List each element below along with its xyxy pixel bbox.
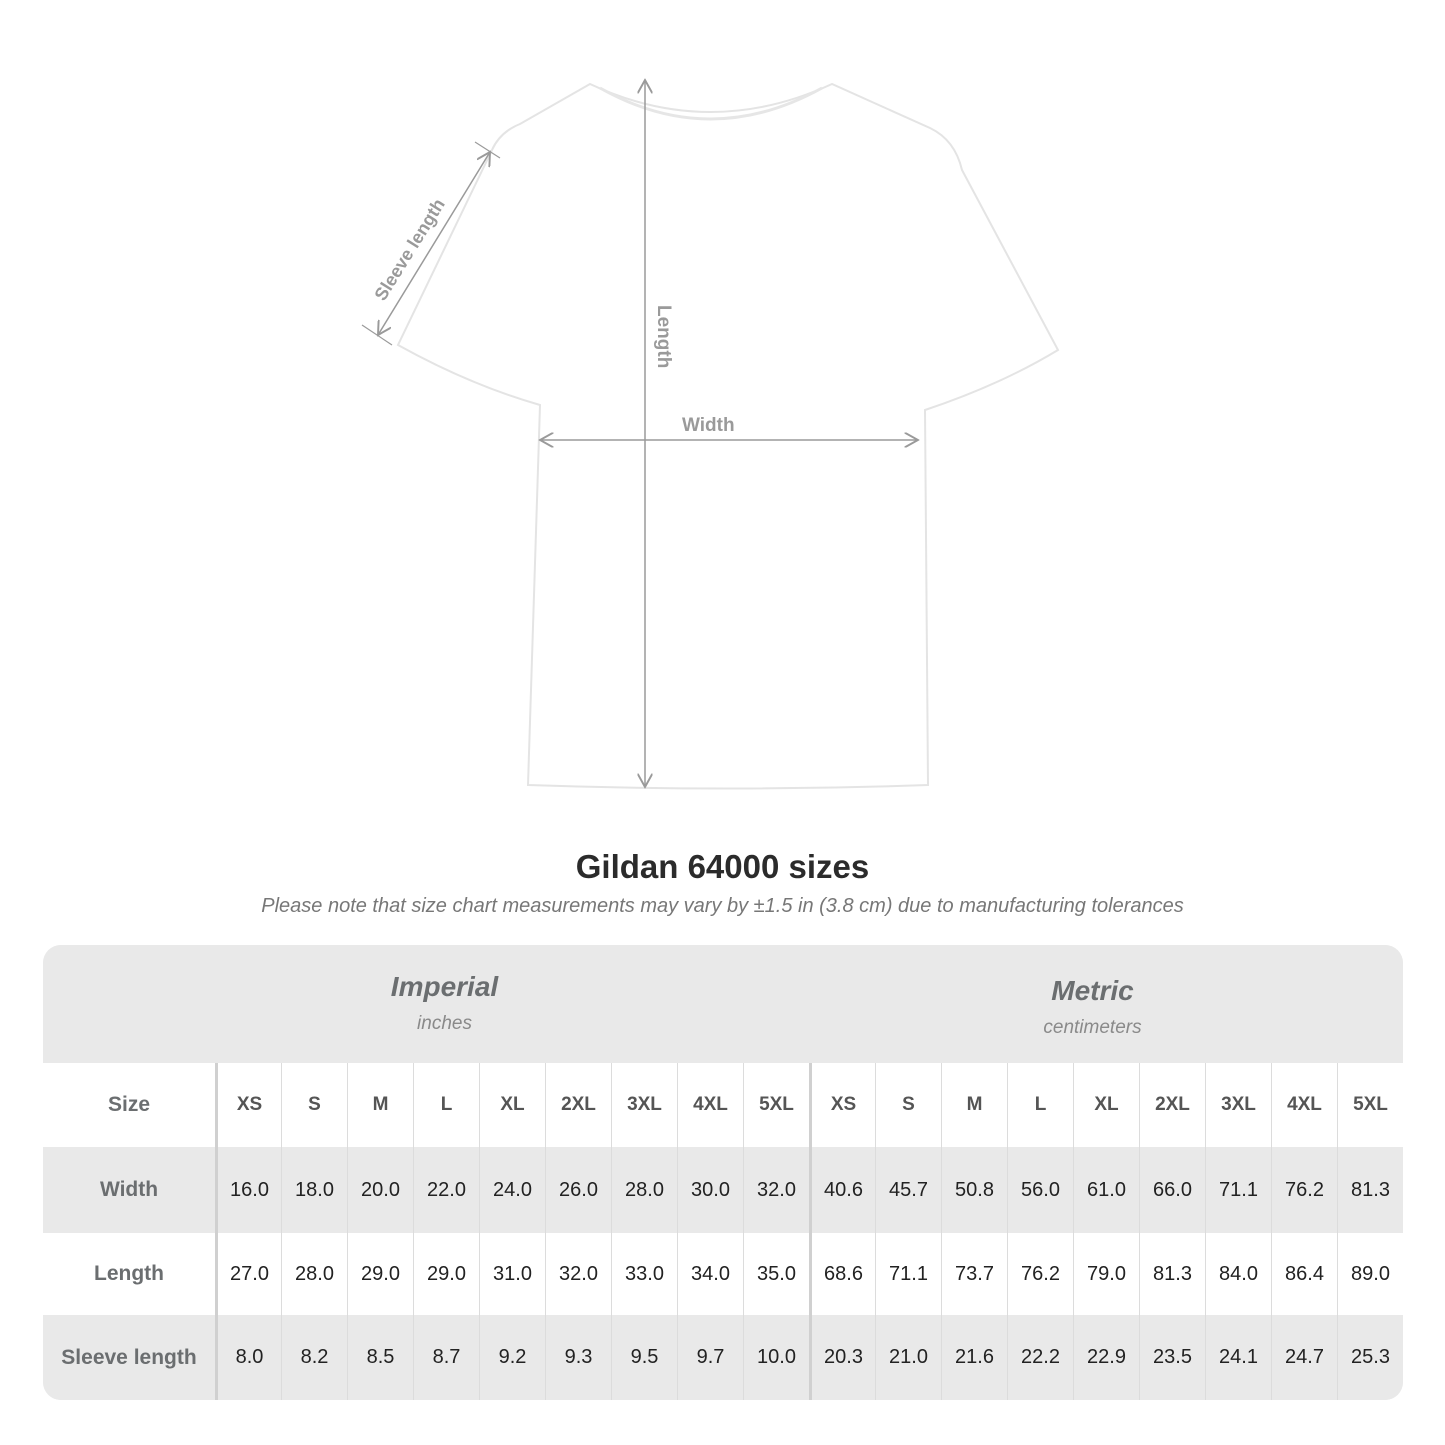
value-cell: 29.0 <box>413 1233 479 1315</box>
value-cell: 9.5 <box>611 1315 677 1400</box>
size-table: Imperial inches Metric centimeters Size X… <box>43 945 1403 1400</box>
row-label: Sleeve length <box>61 1345 197 1369</box>
size-label: Size <box>107 1093 151 1116</box>
value-cell: 9.2 <box>479 1315 545 1400</box>
metric-header: Metric centimeters <box>1043 975 1142 1038</box>
value-cell: 81.3 <box>1337 1147 1403 1233</box>
value-cell: 45.7 <box>875 1147 941 1233</box>
size-imperial-xs: XS <box>215 1063 281 1147</box>
size-metric-xs: XS <box>809 1063 875 1147</box>
value-cell: 20.0 <box>347 1147 413 1233</box>
value-cell: 84.0 <box>1205 1233 1271 1315</box>
value-cell: 81.3 <box>1139 1233 1205 1315</box>
unit-header: Imperial inches Metric centimeters <box>43 945 1403 1063</box>
value-cell: 21.0 <box>875 1315 941 1400</box>
value-cell: 22.0 <box>413 1147 479 1233</box>
value-cell: 23.5 <box>1139 1315 1205 1400</box>
value-cell: 71.1 <box>1205 1147 1271 1233</box>
value-cell: 28.0 <box>281 1233 347 1315</box>
size-imperial-2xl: 2XL <box>545 1063 611 1147</box>
value-cell: 20.3 <box>809 1315 875 1400</box>
table-row: Sleeve length 8.0 8.2 8.5 8.7 9.2 9.3 9.5 9.7 10.… <box>43 1315 1403 1400</box>
size-imperial-4xl: 4XL <box>677 1063 743 1147</box>
size-imperial-s: S <box>281 1063 347 1147</box>
value-cell: 8.2 <box>281 1315 347 1400</box>
size-imperial-3xl: 3XL <box>611 1063 677 1147</box>
value-cell: 35.0 <box>743 1233 809 1315</box>
value-cell: 61.0 <box>1073 1147 1139 1233</box>
value-cell: 8.5 <box>347 1315 413 1400</box>
row-label: Length <box>94 1262 164 1285</box>
table-row: Length 27.0 28.0 29.0 29.0 31.0 32.0 33.0 34.0 35… <box>43 1233 1403 1315</box>
collar <box>599 86 823 121</box>
value-cell: 24.7 <box>1271 1315 1337 1400</box>
size-metric-s: S <box>875 1063 941 1147</box>
value-cell: 26.0 <box>545 1147 611 1233</box>
value-cell: 50.8 <box>941 1147 1007 1233</box>
value-cell: 25.3 <box>1337 1315 1403 1400</box>
value-cell: 56.0 <box>1007 1147 1073 1233</box>
size-imperial-5xl: 5XL <box>743 1063 809 1147</box>
value-cell: 8.7 <box>413 1315 479 1400</box>
size-imperial-xl: XL <box>479 1063 545 1147</box>
value-cell: 9.3 <box>545 1315 611 1400</box>
size-metric-m: M <box>941 1063 1007 1147</box>
value-cell: 40.6 <box>809 1147 875 1233</box>
size-metric-2xl: 2XL <box>1139 1063 1205 1147</box>
size-metric-5xl: 5XL <box>1337 1063 1403 1147</box>
value-cell: 30.0 <box>677 1147 743 1233</box>
sleeve-arrow <box>378 152 490 335</box>
value-cell: 79.0 <box>1073 1233 1139 1315</box>
value-cell: 68.6 <box>809 1233 875 1315</box>
value-cell: 9.7 <box>677 1315 743 1400</box>
size-imperial-l: L <box>413 1063 479 1147</box>
value-cell: 22.2 <box>1007 1315 1073 1400</box>
value-cell: 21.6 <box>941 1315 1007 1400</box>
value-cell: 29.0 <box>347 1233 413 1315</box>
length-label: Length <box>653 305 674 368</box>
value-cell: 27.0 <box>215 1233 281 1315</box>
size-metric-xl: XL <box>1073 1063 1139 1147</box>
value-cell: 8.0 <box>215 1315 281 1400</box>
value-cell: 24.1 <box>1205 1315 1271 1400</box>
size-metric-l: L <box>1007 1063 1073 1147</box>
size-metric-4xl: 4XL <box>1271 1063 1337 1147</box>
table-row: Width 16.0 18.0 20.0 22.0 24.0 26.0 28.0 30.0 32.… <box>43 1147 1403 1233</box>
width-label: Width <box>682 415 735 436</box>
value-cell: 66.0 <box>1139 1147 1205 1233</box>
value-cell: 10.0 <box>743 1315 809 1400</box>
tolerance-note: Please note that size chart measurements… <box>261 895 1184 917</box>
value-cell: 76.2 <box>1007 1233 1073 1315</box>
value-cell: 33.0 <box>611 1233 677 1315</box>
value-cell: 73.7 <box>941 1233 1007 1315</box>
value-cell: 18.0 <box>281 1147 347 1233</box>
value-cell: 28.0 <box>611 1147 677 1233</box>
size-imperial-m: M <box>347 1063 413 1147</box>
size-metric-3xl: 3XL <box>1205 1063 1271 1147</box>
value-cell: 16.0 <box>215 1147 281 1233</box>
value-cell: 89.0 <box>1337 1233 1403 1315</box>
tshirt-shape <box>396 82 1060 790</box>
value-cell: 76.2 <box>1271 1147 1337 1233</box>
value-cell: 32.0 <box>545 1233 611 1315</box>
value-cell: 24.0 <box>479 1147 545 1233</box>
value-cell: 32.0 <box>743 1147 809 1233</box>
value-cell: 71.1 <box>875 1233 941 1315</box>
size-header-row: Size XS S M L XL 2XL 3XL 4XL 5XL XS S M L XL 2XL 3XL 4XL 5… <box>43 1063 1403 1147</box>
row-label: Width <box>99 1178 159 1201</box>
value-cell: 34.0 <box>677 1233 743 1315</box>
chart-title: Gildan 64000 sizes <box>575 848 870 885</box>
tshirt-diagram: Sleeve length Length Width <box>361 0 1060 790</box>
value-cell: 22.9 <box>1073 1315 1139 1400</box>
value-cell: 31.0 <box>479 1233 545 1315</box>
value-cell: 86.4 <box>1271 1233 1337 1315</box>
imperial-header: Imperial inches <box>390 971 499 1034</box>
